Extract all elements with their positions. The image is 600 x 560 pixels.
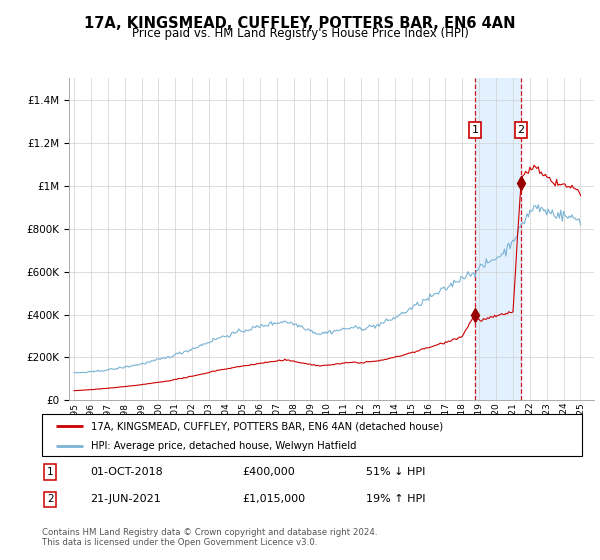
- Text: 2: 2: [47, 494, 53, 504]
- Text: 51% ↓ HPI: 51% ↓ HPI: [366, 467, 425, 477]
- Text: 2: 2: [517, 125, 524, 135]
- Text: 17A, KINGSMEAD, CUFFLEY, POTTERS BAR, EN6 4AN (detached house): 17A, KINGSMEAD, CUFFLEY, POTTERS BAR, EN…: [91, 421, 443, 431]
- Text: 17A, KINGSMEAD, CUFFLEY, POTTERS BAR, EN6 4AN: 17A, KINGSMEAD, CUFFLEY, POTTERS BAR, EN…: [84, 16, 516, 31]
- Text: HPI: Average price, detached house, Welwyn Hatfield: HPI: Average price, detached house, Welw…: [91, 441, 356, 451]
- Text: £400,000: £400,000: [242, 467, 295, 477]
- Text: Contains HM Land Registry data © Crown copyright and database right 2024.
This d: Contains HM Land Registry data © Crown c…: [42, 528, 377, 547]
- Text: Price paid vs. HM Land Registry's House Price Index (HPI): Price paid vs. HM Land Registry's House …: [131, 27, 469, 40]
- Text: 21-JUN-2021: 21-JUN-2021: [91, 494, 161, 504]
- FancyBboxPatch shape: [42, 414, 582, 456]
- Text: 1: 1: [472, 125, 478, 135]
- Text: 01-OCT-2018: 01-OCT-2018: [91, 467, 163, 477]
- Text: £1,015,000: £1,015,000: [242, 494, 305, 504]
- Text: 1: 1: [47, 467, 53, 477]
- Text: 19% ↑ HPI: 19% ↑ HPI: [366, 494, 425, 504]
- Bar: [475, 78, 521, 400]
